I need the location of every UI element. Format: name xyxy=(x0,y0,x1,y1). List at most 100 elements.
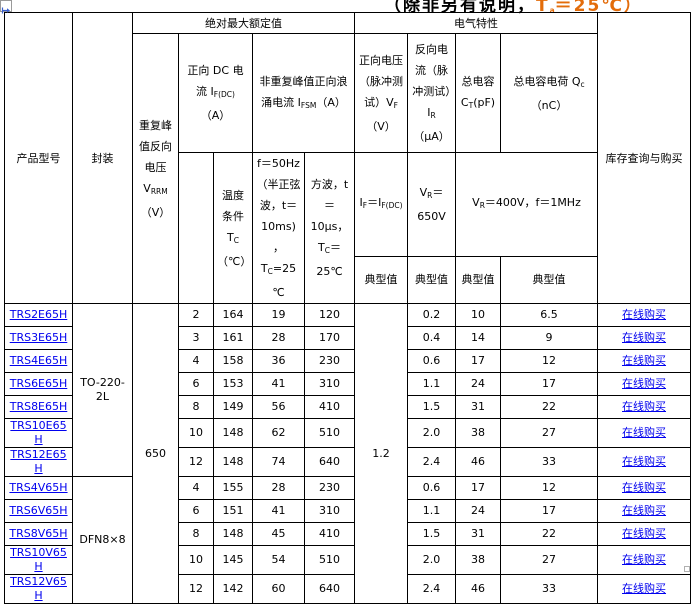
header-typical-ir: 典型值 xyxy=(407,255,457,305)
cell-model: TRS10V65H xyxy=(4,545,73,575)
cell-ifsm-square: 410 xyxy=(303,395,356,419)
header-vr400-condition: VR＝400V，f＝1MHz xyxy=(455,152,599,257)
buy-online-link[interactable]: 在线购买 xyxy=(622,527,667,540)
cell-ct: 38 xyxy=(455,418,502,448)
buy-online-link[interactable]: 在线购买 xyxy=(622,504,667,517)
cell-ir: 2.0 xyxy=(407,545,457,575)
cell-ir: 1.5 xyxy=(407,522,457,546)
cell-tc: 142 xyxy=(213,574,253,604)
cell-buy: 在线购买 xyxy=(597,372,692,396)
cell-ifsm-sine: 62 xyxy=(252,418,305,448)
cell-ifsm-sine: 54 xyxy=(252,545,305,575)
buy-online-link[interactable]: 在线购买 xyxy=(622,354,667,367)
buy-online-link[interactable]: 在线购买 xyxy=(622,308,667,321)
cell-model: TRS12E65H xyxy=(4,447,73,477)
product-link[interactable]: TRS12E65H xyxy=(10,448,67,476)
buy-online-link[interactable]: 在线购买 xyxy=(622,582,667,595)
cell-qc: 17 xyxy=(500,499,599,523)
cell-vrrm-650: 650 xyxy=(132,303,179,604)
header-typical-ct: 典型值 xyxy=(455,255,502,305)
cell-tc: 145 xyxy=(213,545,253,575)
cell-buy: 在线购买 xyxy=(597,447,692,477)
cell-ifdc: 10 xyxy=(178,418,214,448)
cell-ifsm-sine: 45 xyxy=(252,522,305,546)
cell-tc: 158 xyxy=(213,349,253,373)
header-ifdc: 正向 DC 电流 IF(DC)（A） xyxy=(178,33,253,153)
buy-online-link[interactable]: 在线购买 xyxy=(622,400,667,413)
header-temperature-condition: 温度条件 TC（℃） xyxy=(213,152,253,304)
cell-tc: 153 xyxy=(213,372,253,396)
table-handle-icon[interactable] xyxy=(0,0,12,14)
product-link[interactable]: TRS10V65H xyxy=(10,546,67,574)
cell-ifsm-square: 230 xyxy=(303,349,356,373)
cell-ct: 31 xyxy=(455,395,502,419)
product-link[interactable]: TRS8E65H xyxy=(9,400,68,413)
cell-buy: 在线购买 xyxy=(597,499,692,523)
cell-model: TRS10E65H xyxy=(4,418,73,448)
cell-ifsm-square: 120 xyxy=(303,303,356,327)
header-vr650-condition: VR＝650V xyxy=(407,152,457,257)
cell-ifsm-square: 310 xyxy=(303,499,356,523)
cell-tc: 164 xyxy=(213,303,253,327)
cell-ir: 2.4 xyxy=(407,574,457,604)
cell-package-dfn8x8: DFN8×8 xyxy=(72,476,133,604)
header-ifsm: 非重复峰值正向浪涌电流 IFSM（A） xyxy=(251,33,356,153)
cell-qc: 27 xyxy=(500,545,599,575)
cell-ir: 0.6 xyxy=(407,349,457,373)
cell-model: TRS3E65H xyxy=(4,326,73,350)
cell-buy: 在线购买 xyxy=(597,349,692,373)
cell-tc: 161 xyxy=(213,326,253,350)
cell-qc: 33 xyxy=(500,574,599,604)
product-link[interactable]: TRS12V65H xyxy=(10,575,67,603)
header-typical-vf: 典型值 xyxy=(354,255,409,305)
buy-online-link[interactable]: 在线购买 xyxy=(622,553,667,566)
cell-qc: 33 xyxy=(500,447,599,477)
cell-ir: 1.5 xyxy=(407,395,457,419)
product-link[interactable]: TRS10E65H xyxy=(10,419,67,447)
header-vrrm: 重复峰值反向电压 VRRM（V） xyxy=(132,33,179,304)
buy-online-link[interactable]: 在线购买 xyxy=(622,331,667,344)
cell-ifsm-sine: 19 xyxy=(252,303,305,327)
product-link[interactable]: TRS2E65H xyxy=(9,308,68,321)
header-row-parameters: 重复峰值反向电压 VRRM（V） 正向 DC 电流 IF(DC)（A） 非重复峰… xyxy=(5,33,691,304)
cell-qc: 27 xyxy=(500,418,599,448)
product-link[interactable]: TRS4V65H xyxy=(9,481,68,494)
cell-model: TRS6V65H xyxy=(4,499,73,523)
buy-online-link[interactable]: 在线购买 xyxy=(622,426,667,439)
cell-ir: 0.4 xyxy=(407,326,457,350)
product-link[interactable]: TRS8V65H xyxy=(9,527,68,540)
cell-ct: 17 xyxy=(455,476,502,500)
cell-ifsm-square: 310 xyxy=(303,372,356,396)
cell-model: TRS8V65H xyxy=(4,522,73,546)
cell-model: TRS12V65H xyxy=(4,574,73,604)
product-link[interactable]: TRS4E65H xyxy=(9,354,68,367)
cell-buy: 在线购买 xyxy=(597,395,692,419)
cell-tc: 148 xyxy=(213,447,253,477)
buy-online-link[interactable]: 在线购买 xyxy=(622,455,667,468)
cell-ifsm-sine: 60 xyxy=(252,574,305,604)
header-row-typical: 典型值 典型值 典型值 典型值 xyxy=(5,255,691,305)
header-if-condition: IF＝IF(DC) xyxy=(354,152,409,257)
cell-ifdc: 6 xyxy=(178,372,214,396)
cell-ifdc: 4 xyxy=(178,476,214,500)
cell-ir: 0.2 xyxy=(407,303,457,327)
cell-qc: 6.5 xyxy=(500,303,599,327)
buy-online-link[interactable]: 在线购买 xyxy=(622,481,667,494)
cell-model: TRS2E65H xyxy=(4,303,73,327)
spec-table: 产品型号 封装 绝对最大额定值 电气特性 库存查询与购买 重复峰值反向电压 VR… xyxy=(4,12,692,604)
cell-ifsm-square: 230 xyxy=(303,476,356,500)
product-link[interactable]: TRS6V65H xyxy=(9,504,68,517)
product-link[interactable]: TRS3E65H xyxy=(9,331,68,344)
cell-ifsm-square: 510 xyxy=(303,418,356,448)
cell-buy: 在线购买 xyxy=(597,476,692,500)
table-resize-handle[interactable] xyxy=(684,566,690,572)
product-link[interactable]: TRS6E65H xyxy=(9,377,68,390)
cell-buy: 在线购买 xyxy=(597,545,692,575)
cell-ifdc: 8 xyxy=(178,395,214,419)
header-package: 封装 xyxy=(72,12,133,304)
cell-tc: 149 xyxy=(213,395,253,419)
header-typical-qc: 典型值 xyxy=(500,255,599,305)
cell-ir: 0.6 xyxy=(407,476,457,500)
buy-online-link[interactable]: 在线购买 xyxy=(622,377,667,390)
header-row-conditions: 温度条件 TC（℃） f＝50Hz（半正弦波，t＝10ms)，TC=25℃ 方波… xyxy=(5,152,691,304)
